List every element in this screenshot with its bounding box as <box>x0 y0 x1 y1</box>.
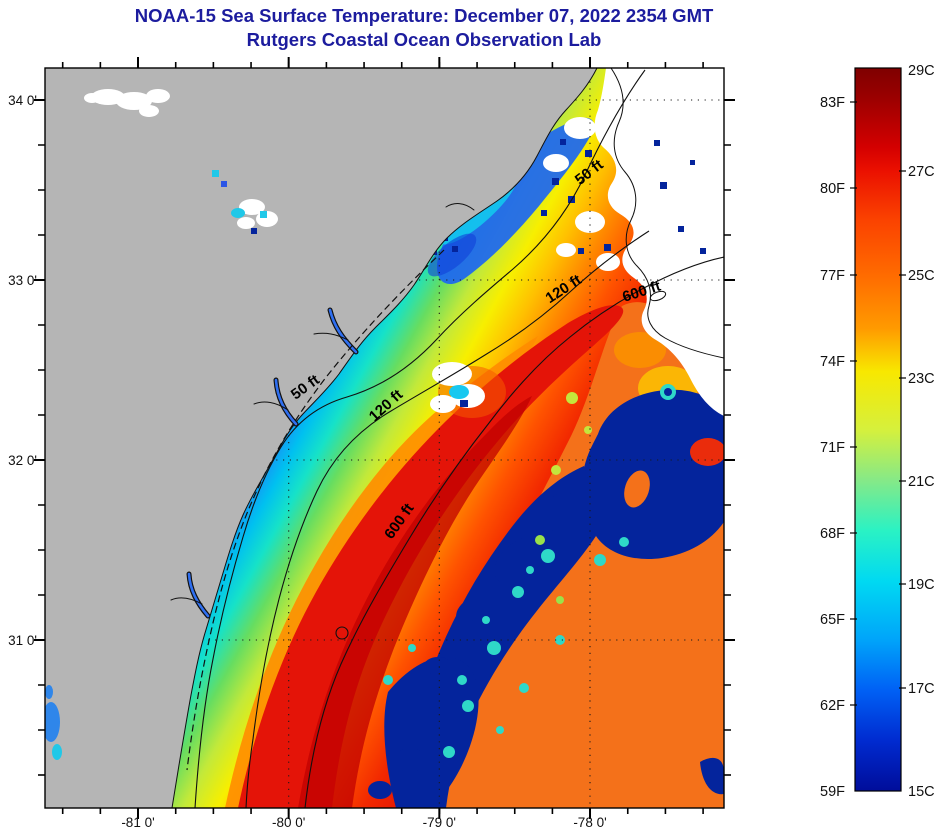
colorbar-labels-celsius: 29C 27C 25C 23C 21C 19C 17C 15C <box>908 63 935 800</box>
title-line1: NOAA-15 Sea Surface Temperature: Decembe… <box>135 5 714 26</box>
y-tick-label: 32 0' <box>8 453 37 468</box>
cold-band-blue <box>427 233 477 277</box>
land-cloud-speckles <box>212 170 267 234</box>
no-data-wisps <box>543 117 620 271</box>
cbar-c-label: 19C <box>908 577 935 593</box>
coastal-inlets <box>45 685 62 760</box>
figure-title: NOAA-15 Sea Surface Temperature: Decembe… <box>135 5 714 50</box>
y-axis-labels: 34 0' 33 0' 32 0' 31 0' <box>8 93 37 648</box>
barrier-islands <box>186 249 445 771</box>
x-tick-label: -79 0' <box>423 815 456 830</box>
cbar-c-label: 25C <box>908 268 935 284</box>
fringe-core <box>664 388 672 396</box>
cold-fringe-speckles <box>383 384 676 758</box>
map-frame <box>44 67 725 809</box>
contour-50ft <box>194 69 646 808</box>
title-line2: Rutgers Coastal Ocean Observation Lab <box>247 29 602 50</box>
map-canvas: 50 ft 120 ft 600 ft 50 ft 120 ft 600 ft <box>45 68 724 808</box>
cbar-f-label: 80F <box>820 181 845 197</box>
x-tick-label: -80 0' <box>272 815 305 830</box>
cbar-f-label: 62F <box>820 698 845 714</box>
x-axis-labels: -81 0' -80 0' -79 0' -78 0' <box>121 815 606 830</box>
rivers <box>170 203 475 619</box>
x-tick-label: -78 0' <box>573 815 606 830</box>
cbar-c-label: 23C <box>908 371 935 387</box>
y-tick-label: 31 0' <box>8 633 37 648</box>
colorbar-ticks-fahrenheit <box>850 101 857 706</box>
cbar-f-label: 74F <box>820 354 845 370</box>
axis-ticks <box>34 57 735 819</box>
shelf-cloud <box>430 362 506 418</box>
cbar-f-label: 71F <box>820 440 845 456</box>
cbar-f-label: 59F <box>820 784 845 800</box>
nc-coastline <box>610 68 724 359</box>
cbar-f-label: 68F <box>820 526 845 542</box>
depth-contours <box>194 69 724 808</box>
colorbar-labels-fahrenheit: 83F 80F 77F 74F 71F 68F 65F 62F 59F <box>820 95 845 800</box>
colorbar: 83F 80F 77F 74F 71F 68F 65F 62F 59F 29C … <box>820 63 935 800</box>
cbar-f-label: 83F <box>820 95 845 111</box>
cbar-f-label: 65F <box>820 612 845 628</box>
cloud-mask-navy <box>368 389 724 808</box>
no-data-region <box>594 68 724 416</box>
navy-red-patch <box>690 438 724 466</box>
colorbar-ticks-celsius <box>899 170 906 689</box>
navy-island-orange <box>624 470 650 508</box>
colorbar-gradient <box>854 67 902 792</box>
cbar-c-label: 29C <box>908 63 935 79</box>
cbar-c-label: 15C <box>908 784 935 800</box>
eddy-contour <box>335 626 349 640</box>
land <box>45 68 598 808</box>
gulf-stream-core-dark <box>298 396 532 808</box>
cbar-f-label: 77F <box>820 268 845 284</box>
contour-600ft <box>304 256 724 808</box>
contour-120ft <box>245 230 650 808</box>
cbar-c-label: 17C <box>908 681 935 697</box>
x-tick-label: -81 0' <box>121 815 154 830</box>
y-tick-label: 33 0' <box>8 273 37 288</box>
y-tick-label: 34 0' <box>8 93 37 108</box>
cbar-c-label: 21C <box>908 474 935 490</box>
cbar-c-label: 27C <box>908 164 935 180</box>
